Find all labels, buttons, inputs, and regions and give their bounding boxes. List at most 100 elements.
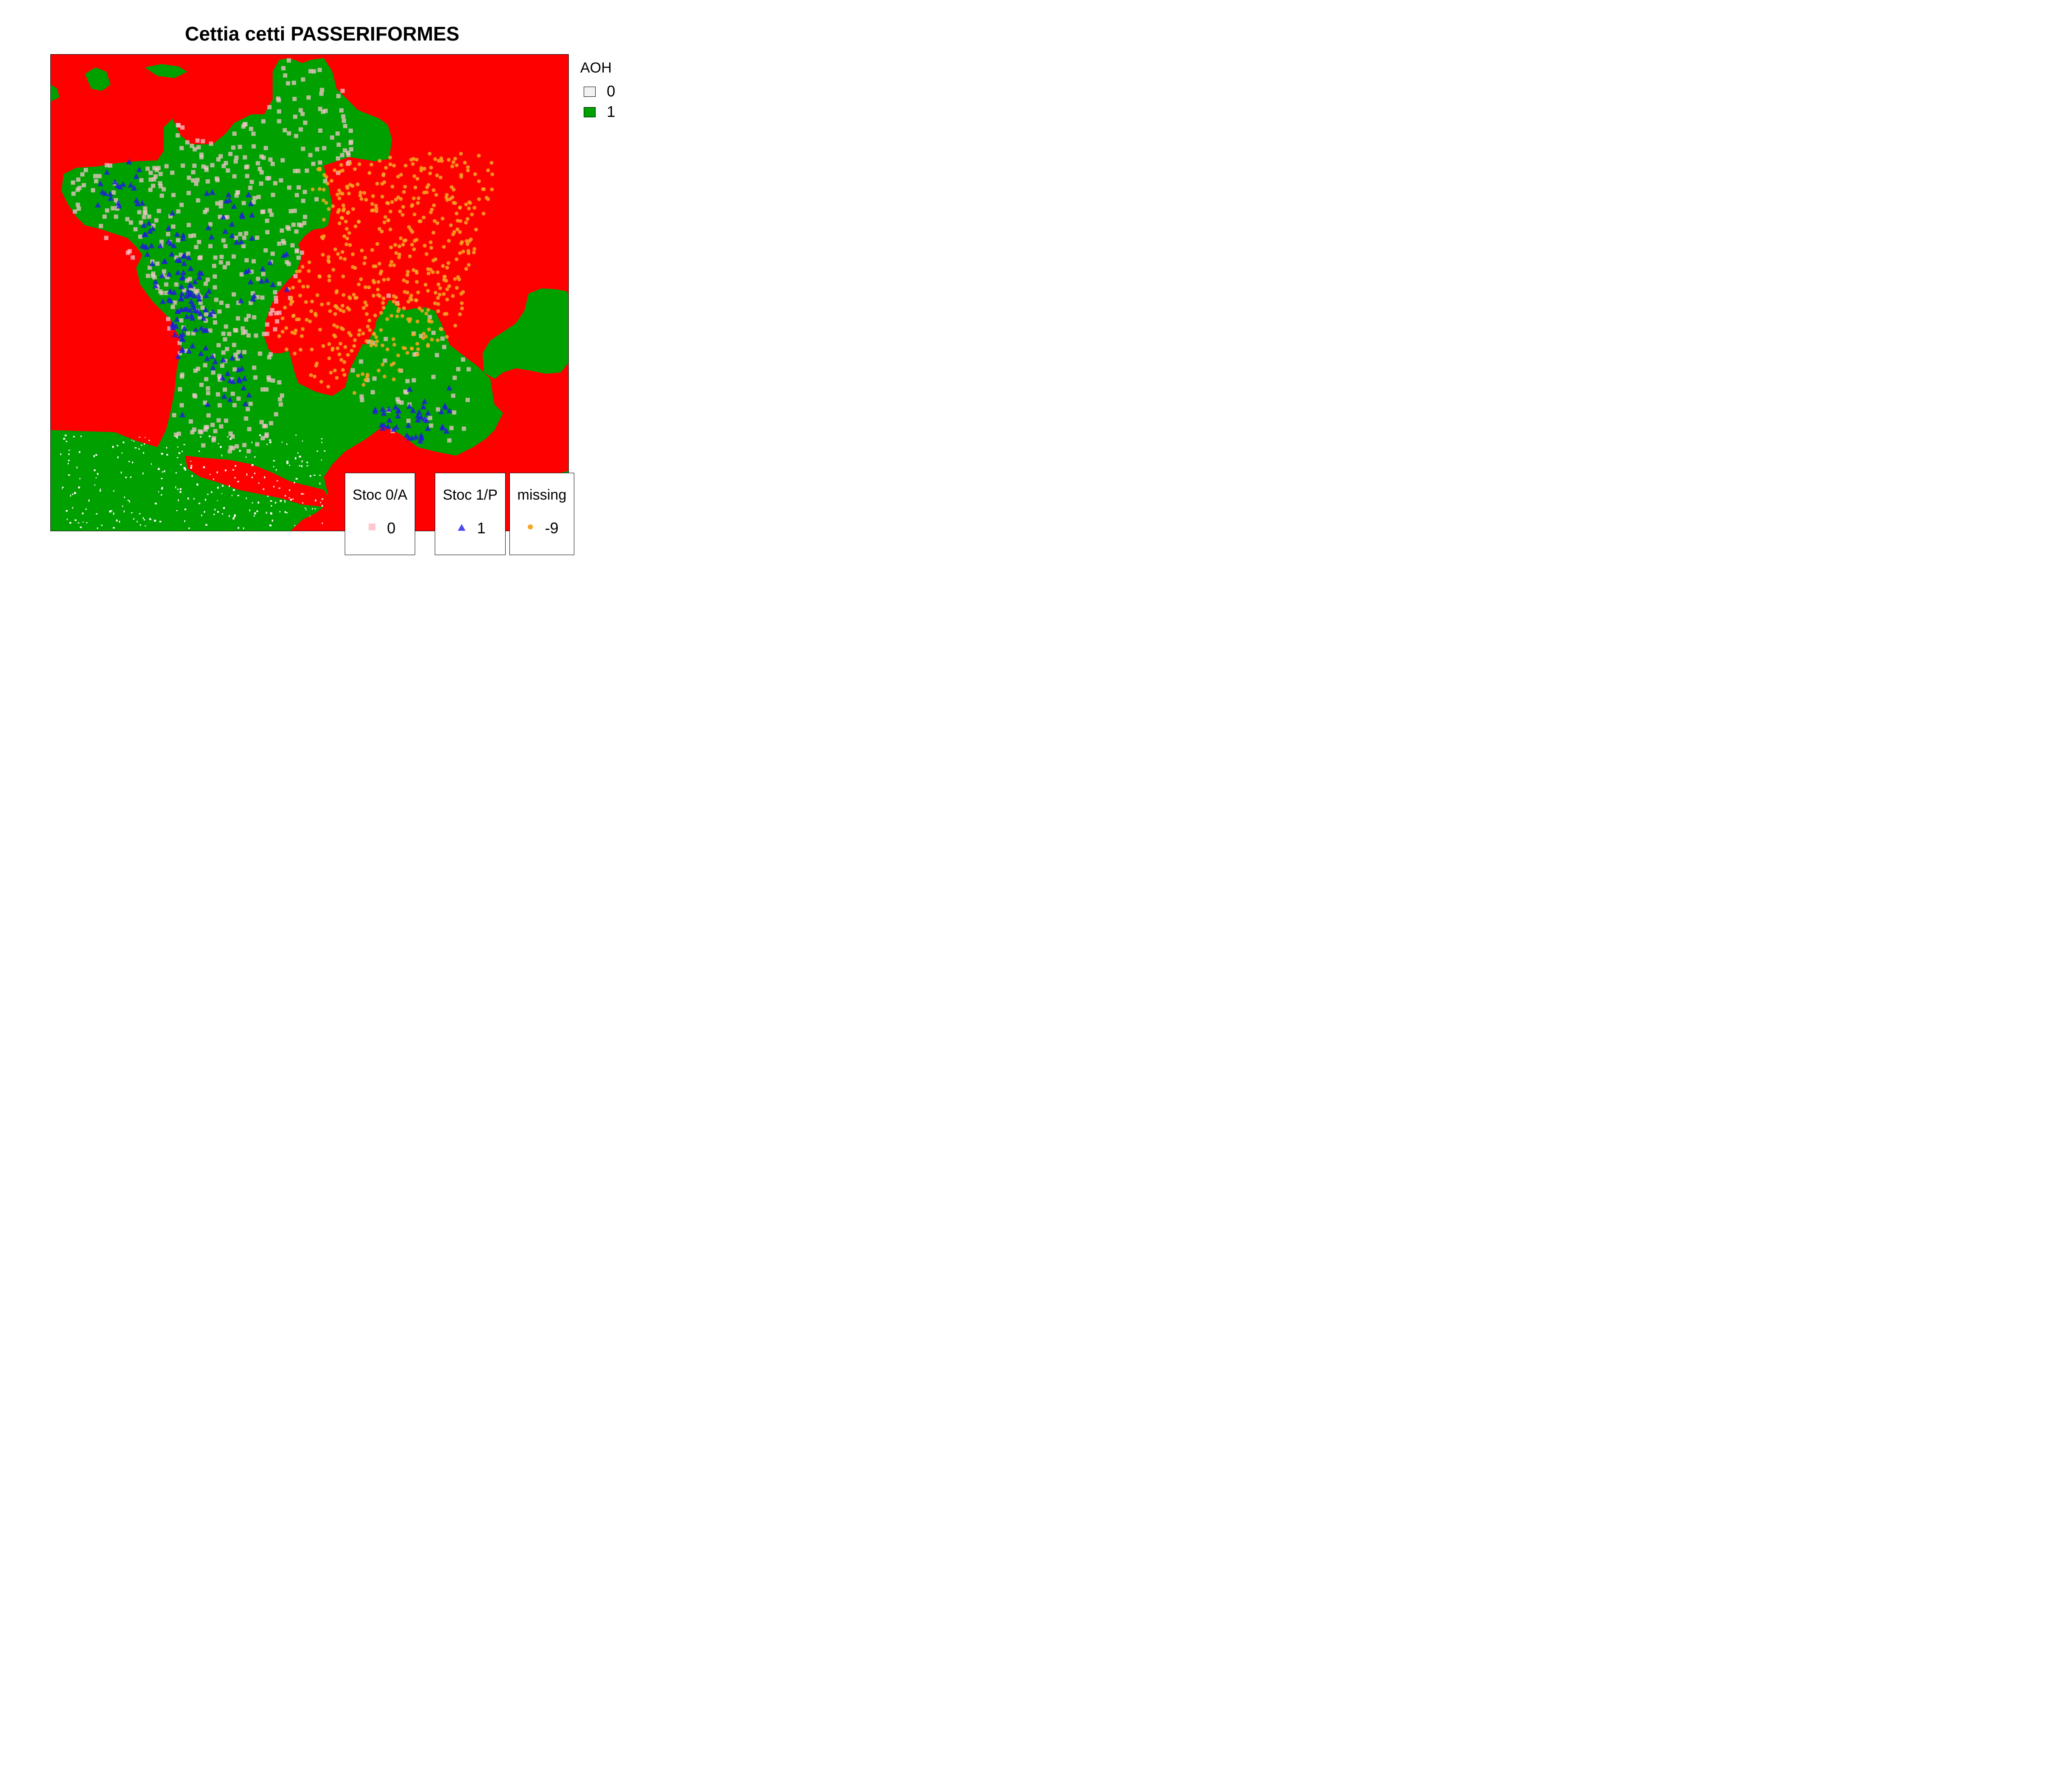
stoc-absence-marker <box>215 392 220 397</box>
stoc-absence-marker <box>294 249 299 254</box>
stoc-absence-marker <box>336 156 340 161</box>
missing-marker <box>390 200 394 204</box>
stoc-presence-marker <box>175 353 181 359</box>
aoh-zero-speck <box>256 510 259 512</box>
stoc-absence-marker <box>236 190 240 195</box>
aoh-zero-speck <box>254 512 256 515</box>
stoc-absence-marker <box>311 161 316 166</box>
stoc-absence-marker <box>175 133 180 138</box>
stoc-absence-marker <box>276 96 280 101</box>
missing-marker <box>465 242 470 246</box>
aoh-zero-speck <box>234 477 236 479</box>
stoc-absence-marker <box>384 337 388 341</box>
missing-marker <box>453 157 457 161</box>
missing-marker <box>435 221 439 225</box>
stoc-presence-marker <box>162 258 168 264</box>
stoc-absence-marker <box>148 187 153 192</box>
stoc-absence-marker <box>186 251 191 256</box>
stoc-absence-marker <box>411 378 416 383</box>
missing-marker <box>422 244 427 248</box>
stoc-presence-marker <box>171 242 177 248</box>
missing-marker <box>335 306 340 310</box>
missing-marker <box>304 300 308 304</box>
legend-stoc-presence-label: 1 <box>477 519 486 537</box>
missing-marker <box>451 160 456 164</box>
stoc-absence-marker <box>233 352 238 357</box>
stoc-absence-marker <box>318 128 323 133</box>
stoc-presence-marker <box>416 409 422 415</box>
aoh-zero-speck <box>80 527 82 528</box>
aoh-zero-speck <box>143 452 144 454</box>
missing-marker <box>484 195 489 200</box>
missing-marker <box>407 319 412 323</box>
stoc-absence-marker <box>138 234 143 239</box>
stoc-absence-marker <box>287 131 291 136</box>
stoc-absence-marker <box>252 365 256 370</box>
stoc-absence-marker <box>268 157 273 162</box>
missing-marker <box>437 293 442 297</box>
missing-marker <box>421 336 425 340</box>
aoh-zero-speck <box>267 495 269 497</box>
stoc-presence-marker <box>148 242 154 248</box>
aoh-zero-speck <box>160 494 163 496</box>
stoc-absence-marker <box>340 88 345 93</box>
missing-marker <box>376 288 380 292</box>
stoc-absence-marker <box>403 389 407 394</box>
missing-marker <box>436 282 441 286</box>
missing-marker <box>332 323 336 327</box>
missing-marker <box>410 242 414 247</box>
aoh-zero-speck <box>66 441 67 442</box>
missing-marker <box>285 347 289 352</box>
stoc-absence-marker <box>260 436 265 440</box>
stoc-absence-marker <box>178 253 183 257</box>
aoh-zero-speck <box>322 522 323 524</box>
stoc-absence-marker <box>257 166 262 171</box>
stoc-absence-marker <box>158 289 163 294</box>
stoc-absence-marker <box>219 300 224 305</box>
stoc-absence-marker <box>292 96 297 101</box>
stoc-presence-marker <box>386 406 392 412</box>
stoc-presence-marker <box>413 433 419 439</box>
missing-marker <box>464 221 468 225</box>
aoh-zero-speck <box>64 434 67 436</box>
missing-marker <box>338 341 343 346</box>
aoh-zero-speck <box>176 510 178 511</box>
stoc-presence-marker <box>227 396 233 402</box>
aoh-zero-speck <box>132 461 134 463</box>
missing-marker <box>380 343 384 348</box>
missing-marker <box>442 245 446 249</box>
missing-marker <box>433 157 437 161</box>
missing-marker <box>489 161 494 165</box>
stoc-absence-marker <box>305 168 309 173</box>
stoc-absence-marker <box>179 318 183 323</box>
missing-marker <box>367 171 372 175</box>
aoh-zero-speck <box>138 448 140 450</box>
aoh-zero-speck <box>68 474 70 476</box>
missing-marker <box>426 183 431 187</box>
stoc-presence-marker <box>249 212 255 218</box>
stoc-presence-marker <box>395 407 401 413</box>
stoc-absence-marker <box>148 177 153 182</box>
missing-marker <box>321 236 325 240</box>
missing-marker <box>379 269 384 273</box>
missing-marker <box>394 295 398 300</box>
stoc-absence-marker <box>300 112 305 116</box>
stoc-presence-marker <box>372 408 378 414</box>
missing-marker <box>411 162 415 166</box>
missing-marker <box>345 186 349 190</box>
stoc-absence-marker <box>221 238 226 243</box>
stoc-absence-marker <box>428 416 433 420</box>
stoc-absence-marker <box>261 155 266 160</box>
missing-marker <box>372 332 376 336</box>
stoc-presence-marker <box>131 185 137 191</box>
aoh-zero-speck <box>128 461 130 463</box>
aoh-zero-speck <box>131 439 132 441</box>
stoc-absence-marker <box>282 241 286 245</box>
aoh-zero-speck <box>320 502 321 503</box>
stoc-presence-marker <box>417 438 424 444</box>
aoh-zero-speck <box>254 456 256 458</box>
missing-marker <box>340 250 345 254</box>
stoc-presence-marker <box>200 315 207 321</box>
missing-marker <box>295 270 299 274</box>
stoc-absence-marker <box>256 276 260 281</box>
